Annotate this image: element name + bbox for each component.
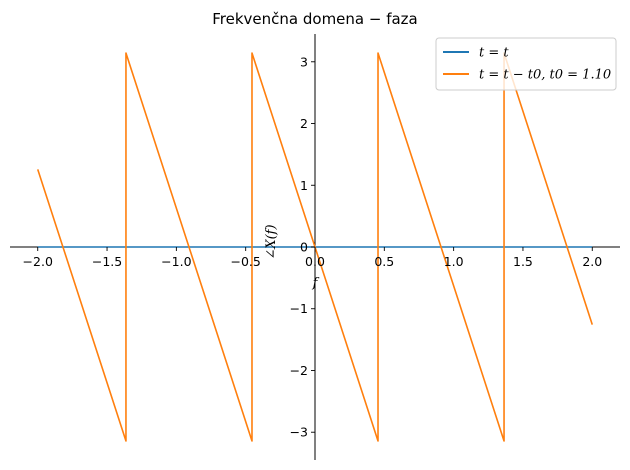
- ticks: −2.0 −1.5 −1.0 −0.5 0.0 0.5 1.0 1.5 2.0 −3 −2 −1 0 1 2…: [23, 54, 603, 439]
- x-tick-label: −1.0: [161, 254, 191, 269]
- legend-label-series-1: t = t: [479, 46, 509, 61]
- y-tick-label: −3: [290, 425, 308, 440]
- legend-box: [435, 37, 617, 91]
- y-tick-label: −2: [290, 363, 308, 378]
- y-tick-label: 2: [300, 116, 308, 131]
- x-tick-label: −1.5: [92, 254, 122, 269]
- x-tick-label: 0.0: [305, 254, 325, 269]
- x-tick-label: 1.0: [444, 254, 464, 269]
- x-tick-label: 2.0: [582, 254, 602, 269]
- y-tick-label: 3: [300, 54, 308, 69]
- y-tick-label: 1: [300, 178, 308, 193]
- legend: t = t t = t − t0, t0 = 1.10: [435, 37, 617, 91]
- y-tick-label: 0: [300, 240, 308, 255]
- x-tick-label: 1.5: [513, 254, 533, 269]
- x-axis-label: f: [312, 276, 320, 291]
- y-tick-label: −1: [290, 301, 308, 316]
- x-tick-label: −0.5: [231, 254, 261, 269]
- x-tick-label: −2.0: [23, 254, 53, 269]
- chart-title: Frekvenčna domena − faza: [212, 10, 418, 28]
- y-axis-label: ∠X(f): [264, 224, 279, 259]
- x-tick-label: 0.5: [374, 254, 394, 269]
- legend-label-series-2: t = t − t0, t0 = 1.10: [479, 68, 611, 83]
